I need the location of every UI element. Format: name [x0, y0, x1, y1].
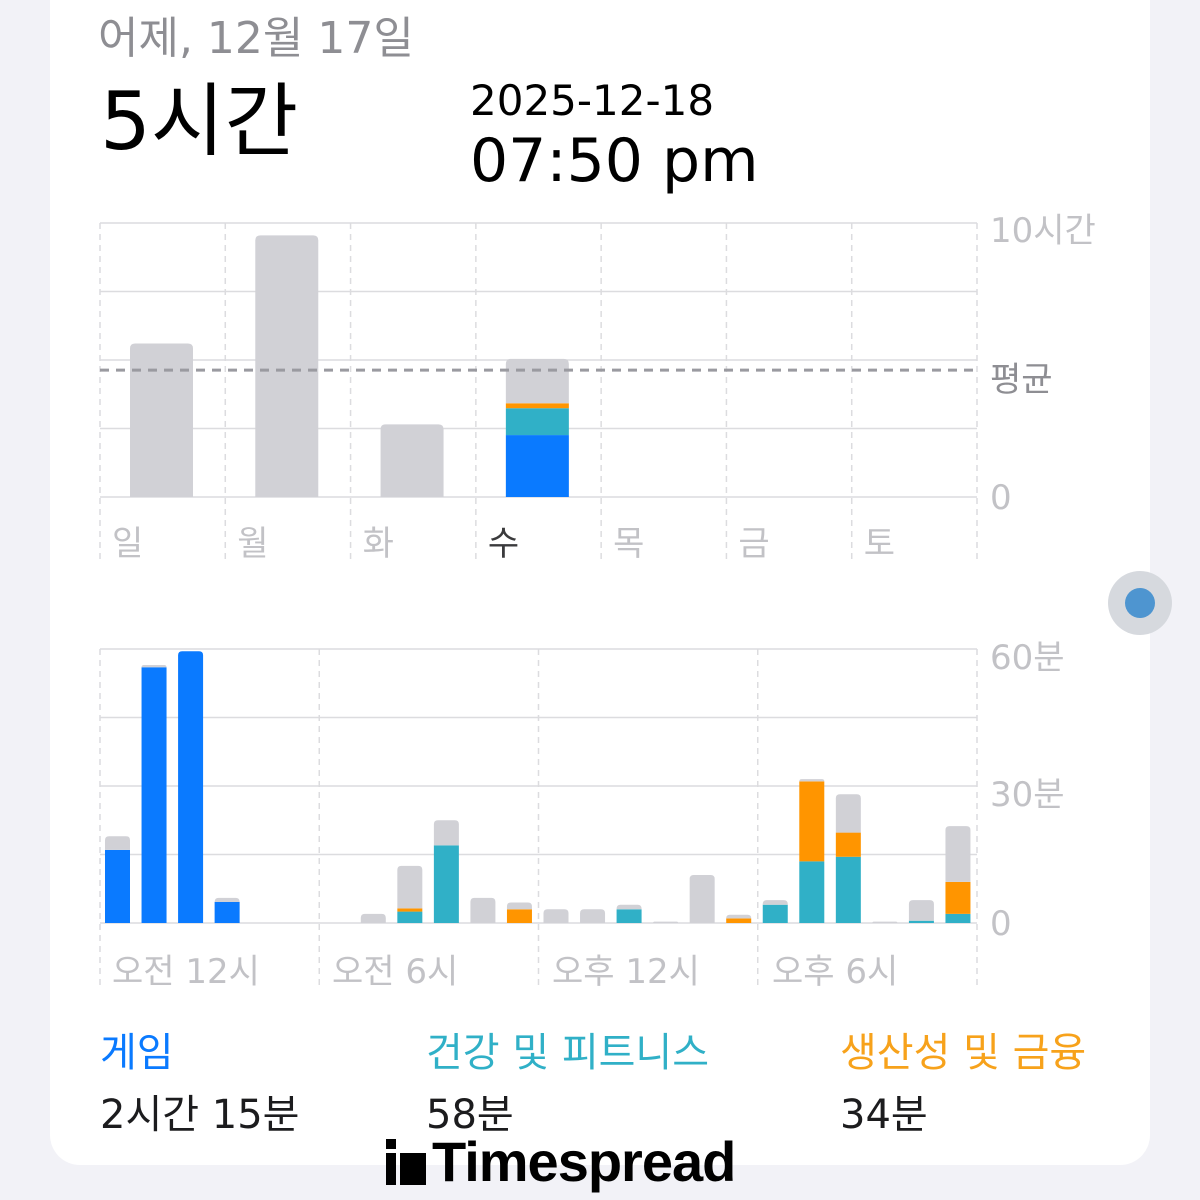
hourly-bar-other-segment: [945, 826, 971, 882]
day-label[interactable]: 금: [738, 524, 770, 564]
overlay-time: 07:50 pm: [470, 126, 759, 196]
hourly-bar-other-segment: [141, 664, 167, 668]
weekly-y-zero: 0: [990, 478, 1012, 518]
hourly-bar-other-segment: [908, 900, 934, 921]
hourly-y-30: 30분: [990, 775, 1065, 815]
hourly-x-label: 오후 6시: [772, 952, 899, 992]
day-label[interactable]: 수: [487, 524, 520, 564]
hourly-x-label: 오전 12시: [112, 952, 260, 992]
hourly-bar-productivity-segment: [799, 781, 825, 862]
hourly-bar-games-segment: [214, 901, 240, 923]
legend-health-value: 58분: [426, 1092, 514, 1138]
hourly-bar-other-segment: [360, 913, 386, 923]
legend-productivity-value: 34분: [840, 1092, 928, 1138]
screen-time-card: [50, 0, 1150, 1165]
hourly-bar-health-segment: [397, 911, 423, 923]
watermark-text: Timespread: [432, 1130, 736, 1193]
hourly-bar-other-segment: [105, 836, 130, 850]
weekly-bar: [130, 343, 193, 497]
hourly-bar-games-segment: [105, 849, 130, 923]
weekly-bar-productivity-segment: [505, 403, 569, 409]
hourly-bar-other-segment: [762, 900, 788, 905]
hourly-bar-health-segment: [945, 913, 971, 923]
day-label[interactable]: 화: [362, 524, 394, 564]
overlay-date: 2025-12-18: [470, 76, 715, 125]
hourly-bar-productivity-segment: [945, 881, 971, 914]
timespread-logo-icon: [386, 1139, 426, 1185]
day-label[interactable]: 일: [112, 524, 144, 564]
hourly-y-0: 0: [990, 904, 1012, 944]
day-label[interactable]: 월: [237, 524, 269, 564]
hourly-bar-health-segment: [908, 920, 934, 923]
hourly-bar-other-segment: [799, 779, 825, 782]
hourly-bar-health-segment: [616, 909, 642, 923]
hourly-bar-other-segment: [580, 909, 606, 923]
hourly-x-label: 오후 12시: [552, 952, 700, 992]
hourly-bar-other-segment: [872, 921, 898, 923]
hourly-bar-other-segment: [470, 897, 496, 923]
weekly-bar-other-segment: [505, 358, 569, 404]
date-label: 어제, 12월 17일: [98, 13, 414, 64]
handle-dot: [1125, 588, 1155, 618]
hourly-x-label: 오전 6시: [332, 952, 459, 992]
hourly-bar-other-segment: [616, 904, 642, 910]
hourly-bar-games-segment: [141, 667, 167, 923]
hourly-bar-other-segment: [835, 794, 861, 833]
hourly-bar-other-segment: [543, 909, 569, 923]
legend-productivity-label[interactable]: 생산성 및 금융: [840, 1030, 1087, 1076]
hourly-y-60: 60분: [990, 638, 1065, 678]
hourly-bar-other-segment: [726, 914, 752, 919]
hourly-bar-other-segment: [397, 865, 423, 909]
hourly-bar-other-segment: [689, 875, 715, 923]
weekly-y-max: 10시간: [990, 211, 1096, 251]
hourly-bar-other-segment: [214, 897, 240, 902]
weekly-bar-games-segment: [505, 435, 569, 497]
weekly-bar-health-segment: [505, 408, 569, 436]
weekly-bar: [380, 424, 444, 497]
hourly-bar-productivity-segment: [726, 918, 752, 923]
weekly-average-label: 평균: [990, 360, 1053, 400]
weekly-bar: [255, 235, 319, 497]
legend-health-label[interactable]: 건강 및 피트니스: [426, 1030, 710, 1076]
timespread-watermark: Timespread: [386, 1130, 736, 1193]
scroll-handle[interactable]: [1108, 571, 1172, 635]
total-time: 5시간: [100, 75, 299, 168]
hourly-bar-health-segment: [799, 861, 825, 923]
hourly-bar-productivity-segment: [835, 832, 861, 857]
legend-games-value: 2시간 15분: [100, 1092, 300, 1138]
hourly-bar-other-segment: [653, 921, 679, 923]
hourly-bar-other-segment: [506, 902, 532, 910]
hourly-bar-games-segment: [178, 651, 204, 923]
legend-games-label[interactable]: 게임: [100, 1030, 174, 1076]
hourly-bar-productivity-segment: [506, 909, 532, 923]
hourly-bar-other-segment: [433, 820, 459, 846]
hourly-bar-health-segment: [762, 904, 788, 923]
hourly-bar-health-segment: [433, 845, 459, 923]
hourly-bar-productivity-segment: [397, 908, 423, 912]
hourly-bar-health-segment: [835, 856, 861, 923]
day-label[interactable]: 목: [613, 524, 645, 564]
day-label[interactable]: 토: [863, 524, 895, 564]
